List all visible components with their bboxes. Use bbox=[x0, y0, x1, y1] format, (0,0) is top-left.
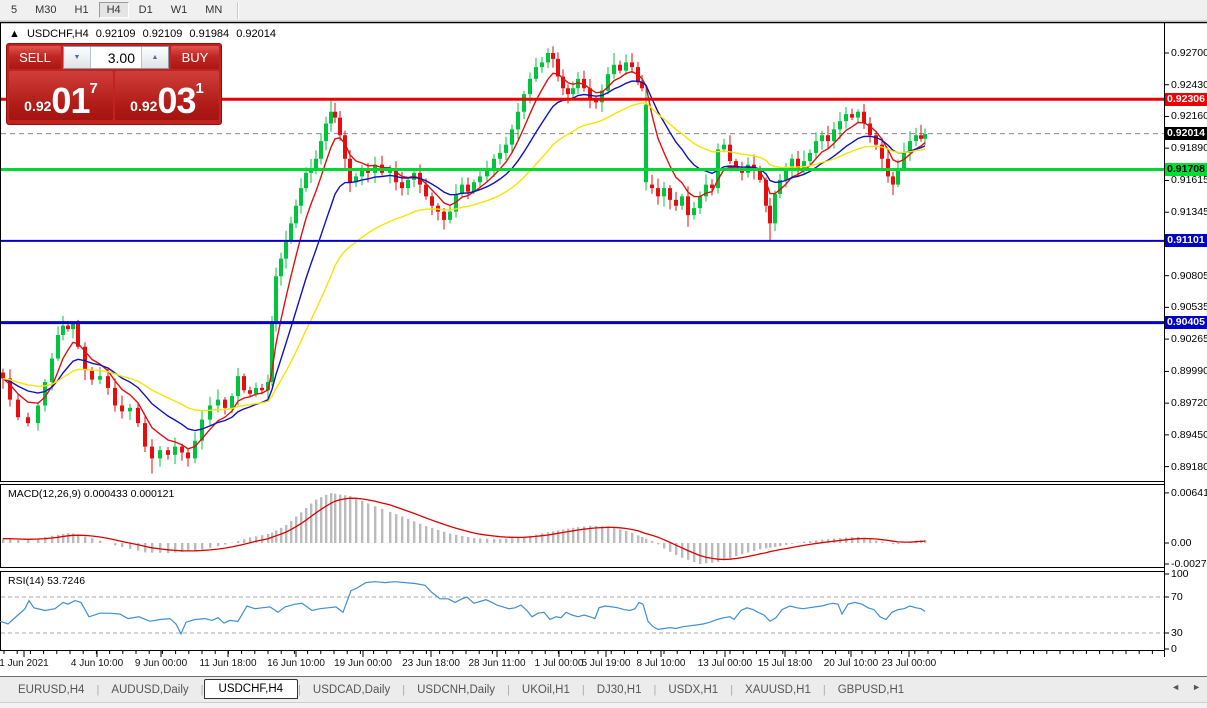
volume-decrease-button[interactable]: ▼ bbox=[64, 47, 91, 68]
buy-price-pipette: 1 bbox=[195, 80, 204, 97]
tabs-scroll-left-icon[interactable]: ◄ bbox=[1171, 682, 1181, 692]
chart-ohlc-header: ▲ USDCHF,H4 0.92109 0.92109 0.91984 0.92… bbox=[9, 28, 280, 40]
sell-price-button[interactable]: 0.92 01 7 bbox=[9, 71, 113, 120]
volume-input[interactable]: 3.00 bbox=[107, 49, 135, 66]
chevron-down-icon: ▼ bbox=[73, 54, 81, 61]
volume-increase-button[interactable]: ▲ bbox=[141, 47, 168, 68]
tab-divider: | bbox=[402, 683, 406, 696]
tab-divider: | bbox=[96, 683, 100, 696]
chart-tab-bar: EURUSD,H4 | AUDUSD,Daily | USDCHF,H4 | USDCAD,… bbox=[0, 676, 1207, 702]
chart-tab-usdcnh-daily[interactable]: USDCNH,Daily bbox=[417, 683, 496, 696]
chart-tab-ukoil-h1[interactable]: UKOil,H1 bbox=[521, 683, 570, 696]
tab-divider: | bbox=[200, 683, 204, 696]
collapse-panel-icon[interactable]: ▲ bbox=[9, 28, 20, 40]
timeframe-button-h4[interactable]: H4 bbox=[98, 2, 129, 18]
timeframe-button-h1[interactable]: H1 bbox=[74, 4, 89, 16]
ohlc-high: 0.92109 bbox=[142, 28, 183, 40]
sell-price-pipette: 7 bbox=[89, 80, 98, 97]
timeframe-button-d1[interactable]: D1 bbox=[138, 4, 153, 16]
sell-button[interactable]: SELL bbox=[9, 46, 61, 69]
ohlc-low: 0.91984 bbox=[189, 28, 230, 40]
tab-divider: | bbox=[581, 683, 585, 696]
timeframe-button-m30[interactable]: M30 bbox=[35, 4, 57, 16]
timeframe-button-mn[interactable]: MN bbox=[205, 4, 223, 16]
status-strip bbox=[0, 702, 1207, 708]
chart-tab-xauusd-h1[interactable]: XAUUSD,H1 bbox=[745, 683, 811, 696]
toolbar-separator bbox=[237, 1, 240, 19]
price-chart-canvas[interactable] bbox=[0, 21, 1207, 708]
timeframe-button-5[interactable]: 5 bbox=[11, 4, 18, 16]
chart-tab-audusd-daily[interactable]: AUDUSD,Daily bbox=[111, 683, 189, 696]
chart-tab-usdx-h1[interactable]: USDX,H1 bbox=[668, 683, 719, 696]
sell-price-big-figure: 01 bbox=[51, 80, 90, 121]
chart-area[interactable] bbox=[0, 21, 1207, 676]
chart-tab-eurusd-h4[interactable]: EURUSD,H4 bbox=[18, 683, 85, 696]
chart-tab-gbpusd-h1[interactable]: GBPUSD,H1 bbox=[837, 683, 905, 696]
tab-divider: | bbox=[507, 683, 510, 696]
chevron-up-icon: ▲ bbox=[151, 54, 159, 61]
ohlc-open: 0.92109 bbox=[95, 28, 136, 40]
tab-divider: | bbox=[298, 683, 301, 696]
tab-divider: | bbox=[822, 683, 826, 696]
buy-price-button[interactable]: 0.92 03 1 bbox=[115, 71, 219, 120]
timeframe-toolbar: 5 M30 H1 H4 D1 W1 MN bbox=[0, 0, 1207, 21]
chart-tab-dj30-h1[interactable]: DJ30,H1 bbox=[596, 683, 642, 696]
ohlc-close: 0.92014 bbox=[236, 28, 276, 40]
tab-divider: | bbox=[730, 683, 734, 696]
buy-price-prefix: 0.92 bbox=[130, 98, 158, 114]
sell-price-prefix: 0.92 bbox=[24, 98, 52, 114]
buy-button[interactable]: BUY bbox=[171, 46, 219, 69]
volume-spinner: ▼ 3.00 ▲ bbox=[63, 46, 169, 69]
chart-symbol-label: USDCHF,H4 bbox=[26, 28, 89, 40]
tab-divider: | bbox=[653, 683, 657, 696]
chart-tab-usdchf-h4[interactable]: USDCHF,H4 bbox=[203, 678, 299, 699]
timeframe-button-w1[interactable]: W1 bbox=[170, 4, 188, 16]
one-click-trading-panel: SELL ▼ 3.00 ▲ BUY 0.92 01 7 0.92 03 1 bbox=[6, 43, 222, 125]
buy-price-big-figure: 03 bbox=[157, 80, 196, 121]
chart-tab-usdcad-daily[interactable]: USDCAD,Daily bbox=[312, 683, 391, 696]
tabs-scroll-right-icon[interactable]: ► bbox=[1192, 682, 1201, 692]
